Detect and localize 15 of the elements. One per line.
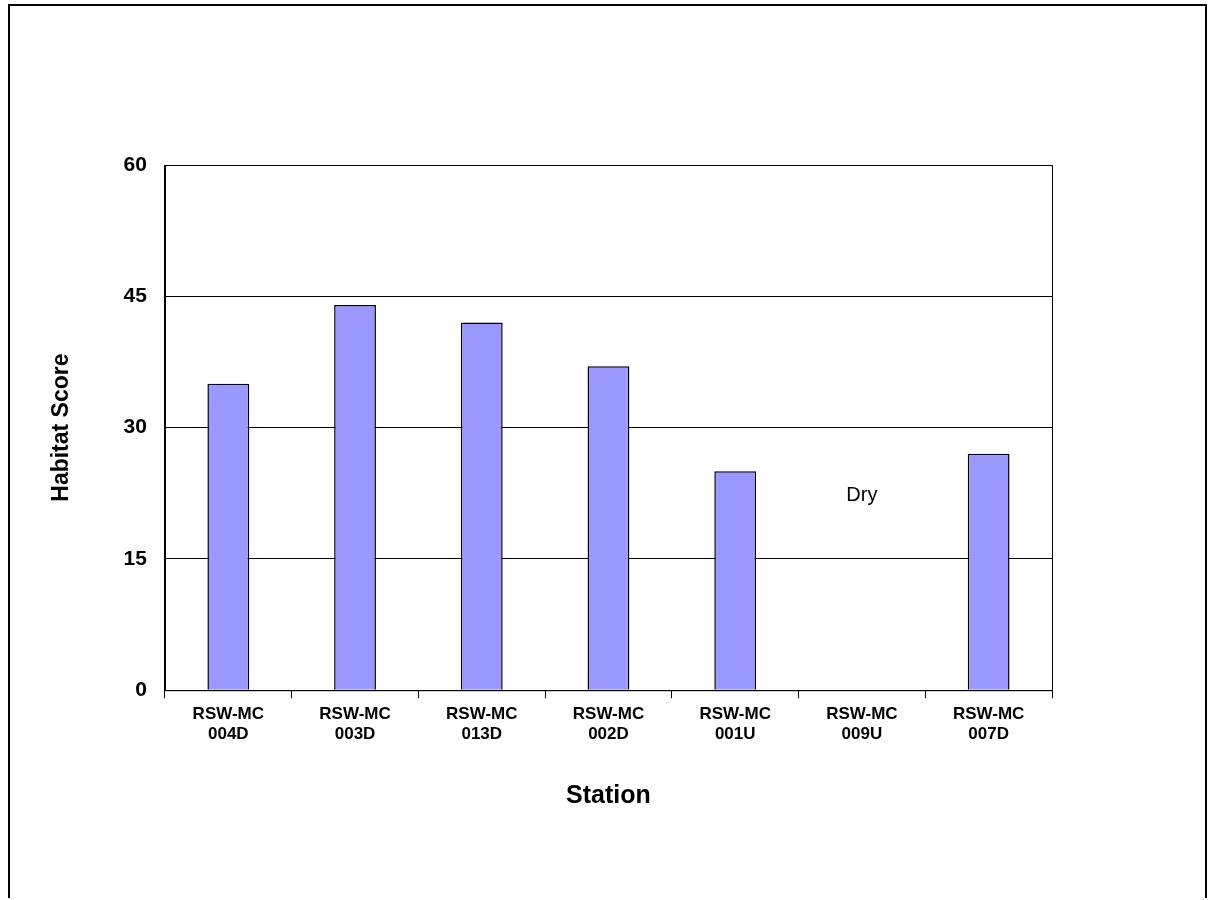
- y-tick-label: 30: [123, 414, 147, 438]
- x-tick-label: RSW-MC 002D: [572, 704, 645, 744]
- y-axis-title: Habitat Score: [47, 353, 74, 502]
- annotation: Dry: [846, 483, 878, 506]
- x-tick-label: RSW-MC 013D: [446, 704, 518, 744]
- y-tick-label: 15: [123, 545, 148, 569]
- x-tick-label: RSW-MC 003D: [319, 704, 391, 744]
- x-tick-label: RSW-MC 001U: [699, 704, 771, 744]
- y-tick-label: 60: [123, 151, 147, 175]
- y-tick-label: 0: [135, 677, 147, 700]
- y-tick-label: 45: [123, 283, 148, 307]
- x-tick-label: RSW-MC 009U: [826, 704, 898, 744]
- x-tick-label: RSW-MC 007D: [952, 704, 1025, 744]
- x-axis-title: Station: [566, 779, 651, 808]
- x-tick-label: RSW-MC 004D: [192, 704, 265, 744]
